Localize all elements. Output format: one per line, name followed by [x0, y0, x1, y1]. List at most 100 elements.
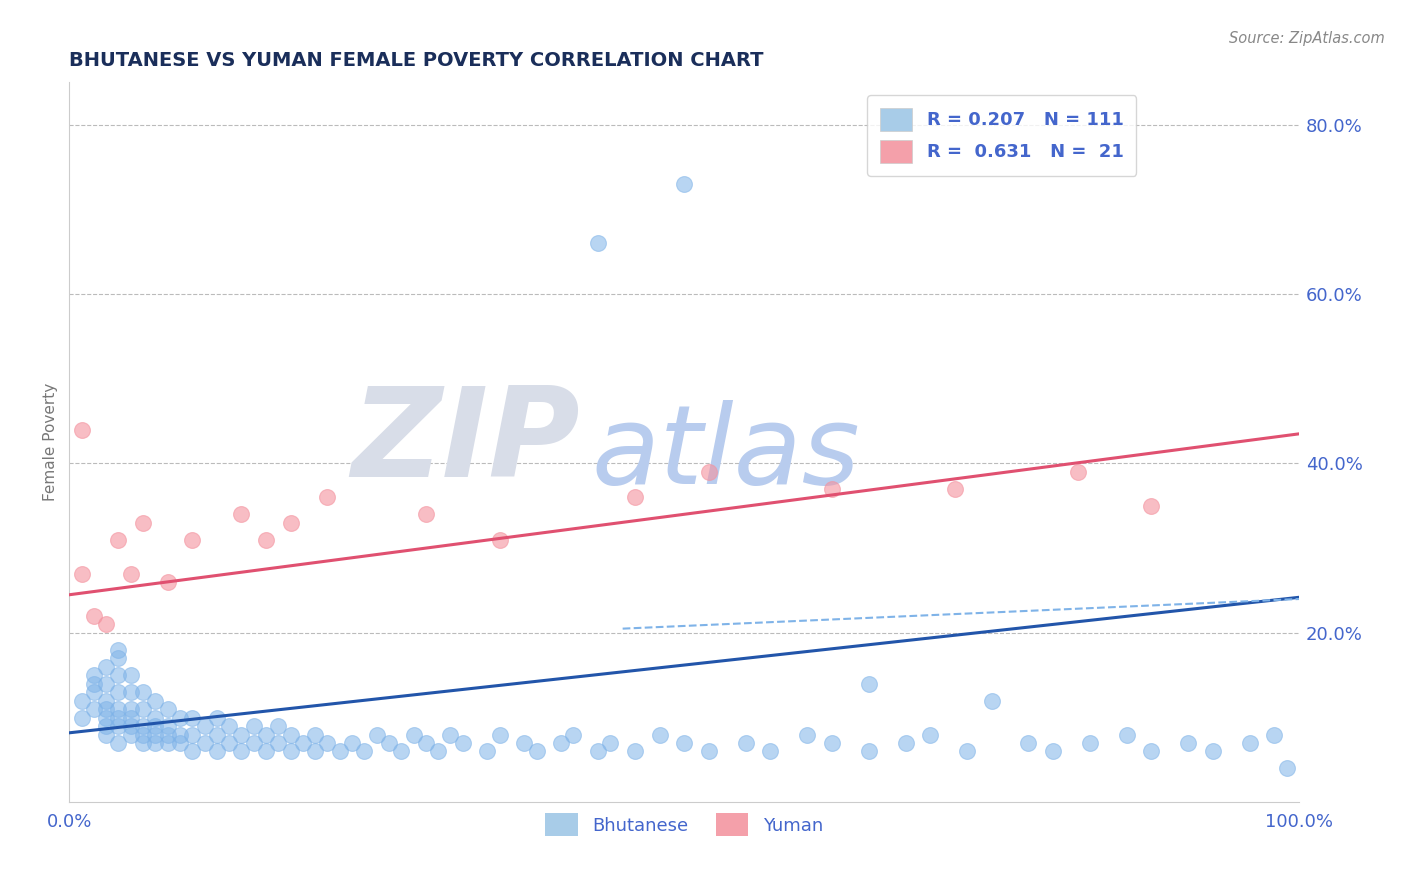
Point: [1275, 761, 1298, 775]
Point: [205, 727, 228, 741]
Point: [340, 736, 363, 750]
Point: [1140, 744, 1163, 758]
Point: [120, 685, 142, 699]
Point: [280, 727, 302, 741]
Point: [366, 727, 388, 741]
Point: [648, 727, 671, 741]
Point: [304, 727, 326, 741]
Point: [526, 744, 548, 758]
Y-axis label: Female Poverty: Female Poverty: [44, 384, 58, 501]
Text: Source: ZipAtlas.com: Source: ZipAtlas.com: [1229, 31, 1385, 46]
Point: [156, 702, 179, 716]
Point: [894, 736, 917, 750]
Point: [734, 736, 756, 750]
Point: [169, 710, 191, 724]
Point: [193, 719, 215, 733]
Point: [586, 236, 609, 251]
Point: [673, 177, 696, 191]
Point: [94, 702, 117, 716]
Point: [143, 693, 166, 707]
Point: [796, 727, 818, 741]
Point: [70, 566, 93, 581]
Point: [316, 491, 339, 505]
Point: [132, 516, 155, 530]
Point: [193, 736, 215, 750]
Point: [107, 642, 129, 657]
Point: [107, 719, 129, 733]
Point: [156, 736, 179, 750]
Point: [181, 727, 204, 741]
Point: [156, 575, 179, 590]
Point: [1202, 744, 1225, 758]
Point: [132, 702, 155, 716]
Point: [107, 651, 129, 665]
Point: [156, 719, 179, 733]
Point: [107, 668, 129, 682]
Point: [218, 736, 240, 750]
Point: [389, 744, 412, 758]
Point: [759, 744, 782, 758]
Point: [1042, 744, 1064, 758]
Point: [254, 533, 277, 547]
Point: [231, 508, 253, 522]
Point: [451, 736, 474, 750]
Text: BHUTANESE VS YUMAN FEMALE POVERTY CORRELATION CHART: BHUTANESE VS YUMAN FEMALE POVERTY CORREL…: [69, 51, 763, 70]
Point: [242, 736, 264, 750]
Point: [181, 744, 204, 758]
Point: [120, 710, 142, 724]
Point: [83, 685, 105, 699]
Point: [1263, 727, 1285, 741]
Point: [1066, 465, 1088, 479]
Point: [107, 533, 129, 547]
Point: [181, 533, 204, 547]
Point: [956, 744, 979, 758]
Point: [280, 744, 302, 758]
Point: [697, 465, 720, 479]
Point: [477, 744, 499, 758]
Point: [70, 710, 93, 724]
Point: [143, 719, 166, 733]
Point: [83, 676, 105, 690]
Point: [267, 719, 290, 733]
Point: [304, 744, 326, 758]
Point: [94, 710, 117, 724]
Point: [94, 727, 117, 741]
Point: [821, 736, 844, 750]
Point: [107, 685, 129, 699]
Point: [1115, 727, 1137, 741]
Point: [586, 744, 609, 758]
Point: [943, 482, 966, 496]
Point: [378, 736, 401, 750]
Point: [254, 744, 277, 758]
Point: [267, 736, 290, 750]
Point: [83, 609, 105, 624]
Point: [415, 508, 437, 522]
Point: [427, 744, 450, 758]
Point: [132, 727, 155, 741]
Point: [697, 744, 720, 758]
Point: [1140, 499, 1163, 513]
Point: [181, 710, 204, 724]
Point: [242, 719, 264, 733]
Point: [120, 702, 142, 716]
Point: [920, 727, 942, 741]
Point: [120, 727, 142, 741]
Point: [94, 719, 117, 733]
Point: [218, 719, 240, 733]
Point: [107, 736, 129, 750]
Point: [821, 482, 844, 496]
Point: [488, 727, 510, 741]
Point: [132, 736, 155, 750]
Point: [143, 710, 166, 724]
Point: [673, 736, 696, 750]
Point: [83, 702, 105, 716]
Point: [439, 727, 461, 741]
Point: [1078, 736, 1101, 750]
Point: [94, 659, 117, 673]
Point: [254, 727, 277, 741]
Point: [169, 727, 191, 741]
Point: [599, 736, 621, 750]
Point: [231, 727, 253, 741]
Point: [1177, 736, 1199, 750]
Point: [70, 423, 93, 437]
